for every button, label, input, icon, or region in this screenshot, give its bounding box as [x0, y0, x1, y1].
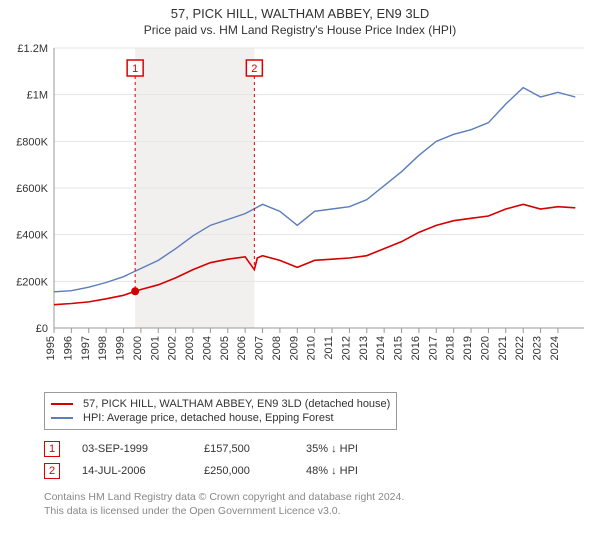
footer-line-1: Contains HM Land Registry data © Crown c…	[44, 490, 404, 504]
marker-dot	[131, 287, 139, 295]
tx-marker: 2	[44, 463, 60, 479]
legend-label: 57, PICK HILL, WALTHAM ABBEY, EN9 3LD (d…	[83, 398, 390, 410]
table-row: 2 14-JUL-2006 £250,000 48% ↓ HPI	[44, 460, 406, 482]
legend-swatch	[51, 417, 73, 419]
marker-label: 1	[132, 63, 138, 75]
tx-price: £250,000	[204, 465, 284, 477]
legend-label: HPI: Average price, detached house, Eppi…	[83, 412, 334, 424]
chart-title: 57, PICK HILL, WALTHAM ABBEY, EN9 3LD	[0, 6, 600, 21]
footer-attribution: Contains HM Land Registry data © Crown c…	[44, 490, 404, 518]
marker-label: 2	[251, 63, 257, 75]
tx-price: £157,500	[204, 443, 284, 455]
x-tick-label: 2018	[445, 336, 457, 360]
x-tick-label: 1999	[115, 336, 127, 360]
x-tick-label: 2003	[184, 336, 196, 360]
tx-marker: 1	[44, 441, 60, 457]
x-tick-label: 2000	[132, 336, 144, 360]
x-tick-label: 2008	[271, 336, 283, 360]
title-block: 57, PICK HILL, WALTHAM ABBEY, EN9 3LD Pr…	[0, 0, 600, 39]
y-tick-label: £200K	[16, 276, 48, 288]
x-tick-label: 2021	[497, 336, 509, 360]
legend-swatch	[51, 403, 73, 405]
x-tick-label: 2016	[410, 336, 422, 360]
y-tick-label: £800K	[16, 136, 48, 148]
x-tick-label: 2001	[149, 336, 161, 360]
y-tick-label: £1.2M	[17, 44, 48, 55]
x-tick-label: 2013	[358, 336, 370, 360]
legend-row: 57, PICK HILL, WALTHAM ABBEY, EN9 3LD (d…	[51, 397, 390, 411]
x-tick-label: 2005	[219, 336, 231, 360]
x-tick-label: 2012	[340, 336, 352, 360]
series-hpi	[54, 88, 575, 292]
tx-date: 03-SEP-1999	[82, 443, 182, 455]
chart-area: £0 £200K £400K £600K £800K £1M £1.2M 1995 1996 19…	[0, 44, 600, 384]
tx-pct: 35% ↓ HPI	[306, 443, 406, 455]
transaction-table: 1 03-SEP-1999 £157,500 35% ↓ HPI 2 14-JUL-200…	[44, 438, 406, 482]
x-tick-label: 2002	[167, 336, 179, 360]
x-tick-label: 2015	[393, 336, 405, 360]
y-tick-label: £1M	[27, 90, 48, 102]
x-tick-label: 2006	[236, 336, 248, 360]
y-tick-label: £400K	[16, 230, 48, 242]
x-tick-label: 2017	[427, 336, 439, 360]
y-tick-label: £600K	[16, 183, 48, 195]
chart-svg: £0 £200K £400K £600K £800K £1M £1.2M 1995 1996 19…	[0, 44, 600, 384]
x-tick-label: 2020	[479, 336, 491, 360]
x-tick-label: 1997	[80, 336, 92, 360]
x-tick-label: 2009	[288, 336, 300, 360]
legend-row: HPI: Average price, detached house, Eppi…	[51, 411, 390, 425]
x-tick-label: 1998	[97, 336, 109, 360]
footer-line-2: This data is licensed under the Open Gov…	[44, 504, 404, 518]
x-tick-label: 2007	[254, 336, 266, 360]
y-tick-label: £0	[36, 323, 48, 335]
tx-date: 14-JUL-2006	[82, 465, 182, 477]
legend: 57, PICK HILL, WALTHAM ABBEY, EN9 3LD (d…	[44, 392, 397, 430]
x-tick-label: 1996	[62, 336, 74, 360]
x-tick-label: 2010	[306, 336, 318, 360]
table-row: 1 03-SEP-1999 £157,500 35% ↓ HPI	[44, 438, 406, 460]
chart-subtitle: Price paid vs. HM Land Registry's House …	[0, 23, 600, 37]
x-tick-label: 2014	[375, 336, 387, 360]
x-tick-label: 2023	[532, 336, 544, 360]
tx-pct: 48% ↓ HPI	[306, 465, 406, 477]
x-tick-label: 2022	[514, 336, 526, 360]
x-tick-label: 1995	[45, 336, 57, 360]
x-tick-label: 2024	[549, 336, 561, 360]
x-tick-label: 2011	[323, 336, 335, 360]
x-tick-label: 2019	[462, 336, 474, 360]
x-tick-label: 2004	[201, 336, 213, 360]
